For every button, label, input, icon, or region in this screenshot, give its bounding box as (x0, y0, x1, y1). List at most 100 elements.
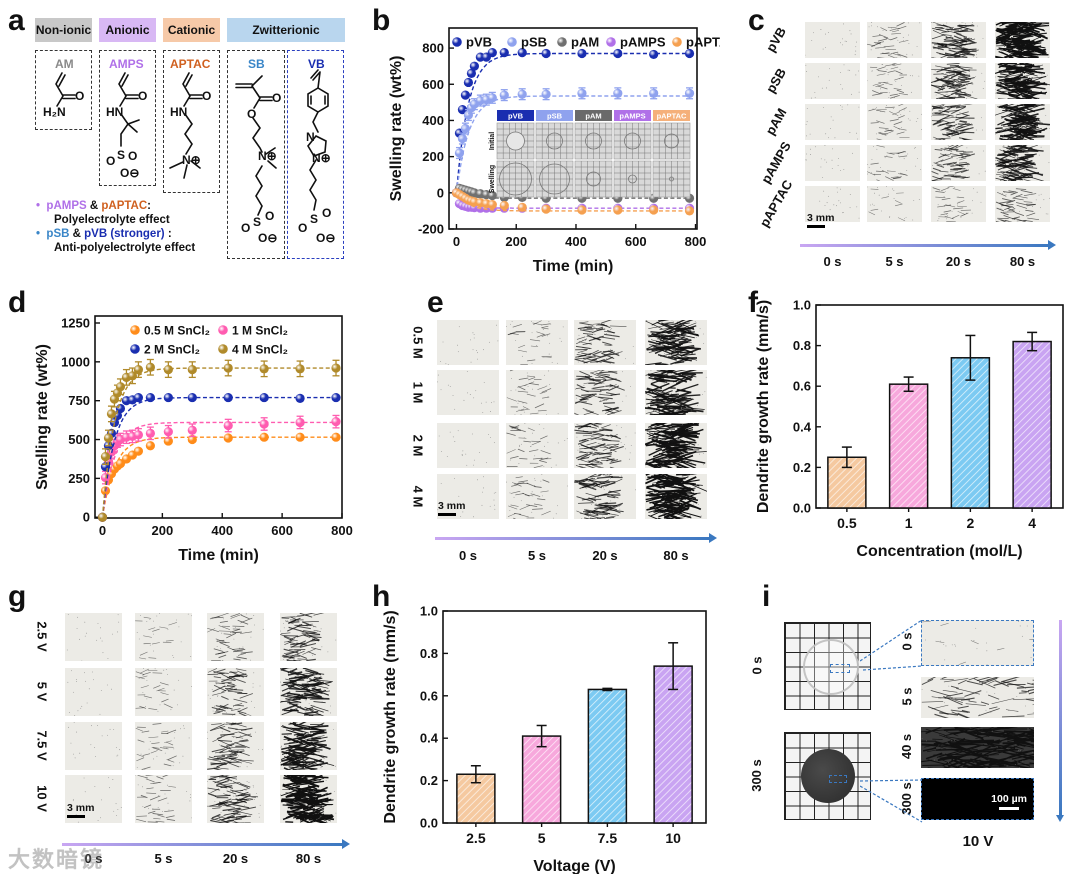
dendrite (896, 22, 905, 27)
row-label-0s: 0 s (749, 656, 765, 675)
dendrite (897, 217, 906, 222)
monomer-name-sb: SB (248, 57, 265, 71)
dendrite (995, 177, 1008, 181)
speck (959, 128, 960, 130)
dendrite (935, 196, 946, 199)
dendrite (1017, 113, 1039, 121)
speck (239, 766, 241, 768)
speck (94, 786, 96, 787)
dendrite (972, 759, 981, 764)
dendrite (956, 66, 973, 69)
speck (945, 94, 947, 96)
dendrite-image (207, 613, 264, 661)
time-arrow (62, 839, 350, 849)
speck (840, 202, 841, 204)
bar-4 (1012, 340, 1052, 509)
speck (312, 689, 314, 691)
speck (1038, 154, 1040, 156)
dendrite (926, 748, 942, 753)
speck (844, 40, 846, 42)
speck (109, 728, 111, 730)
speck (330, 705, 331, 707)
dendrite (157, 814, 165, 818)
dendrite (575, 432, 592, 435)
speck (221, 735, 222, 737)
dendrite (590, 444, 603, 448)
inset-gel (506, 131, 525, 151)
speck (963, 117, 965, 119)
dendrite (280, 762, 292, 766)
speck (657, 465, 658, 467)
dendrite (937, 87, 946, 92)
speck (549, 384, 551, 386)
dendrite (582, 342, 592, 345)
dendrite (298, 805, 311, 810)
speck (676, 334, 678, 336)
dendrite (595, 372, 611, 376)
note-colon: : (164, 228, 172, 240)
dendrite (938, 43, 952, 45)
dendrite (957, 712, 971, 718)
dendrite (989, 706, 998, 710)
speck (294, 799, 296, 801)
dendrite (665, 331, 680, 338)
dendrite-image (867, 63, 922, 99)
speck (237, 757, 239, 758)
speck (1031, 751, 1033, 753)
dendrite (227, 690, 243, 693)
dendrite (221, 676, 236, 683)
speck (982, 88, 984, 89)
dendrite-pattern (868, 104, 922, 140)
dendrite (604, 406, 620, 414)
speck (949, 149, 950, 151)
dendrite (226, 741, 241, 746)
dendrite (517, 400, 528, 404)
dendrite (233, 698, 248, 703)
dendrite (239, 739, 248, 742)
dendrite (937, 205, 946, 208)
dendrite (996, 207, 1004, 212)
speck (881, 64, 883, 65)
dendrite (215, 703, 229, 711)
dendrite (681, 511, 702, 518)
dendrite (961, 709, 970, 713)
dendrite (590, 437, 605, 441)
dendrite (986, 739, 1001, 745)
dendrite (681, 465, 688, 468)
dendrite (652, 391, 674, 398)
dendrite (875, 84, 884, 87)
dendrite (672, 373, 697, 383)
dendrite (895, 70, 903, 75)
dendrite (1016, 110, 1028, 116)
dendrite-pattern (574, 370, 631, 415)
inset-header: pAM (585, 112, 601, 121)
data-point-pVB (466, 68, 477, 79)
dendrite (599, 507, 610, 511)
dendrite-pattern (867, 145, 922, 181)
speck (985, 709, 987, 711)
row-label: 7.5 V (34, 730, 50, 761)
speck (814, 91, 816, 93)
speck (868, 26, 870, 28)
speck (842, 212, 843, 214)
speck (665, 508, 667, 510)
dendrite (589, 474, 598, 478)
dendrite (593, 337, 602, 341)
dendrite (208, 756, 219, 760)
dendrite (515, 493, 524, 496)
dendrite (1009, 137, 1024, 140)
dendrite (213, 755, 225, 758)
dendrite (1019, 145, 1038, 152)
dendrite (979, 763, 992, 768)
dendrite (297, 711, 314, 716)
dendrite (883, 36, 892, 41)
dendrite (931, 105, 945, 110)
speck (513, 496, 515, 498)
dendrite (1025, 127, 1048, 138)
dendrite (165, 741, 174, 746)
speck (470, 361, 472, 363)
speck (1031, 139, 1033, 140)
dendrite (596, 455, 612, 460)
speck (100, 799, 102, 801)
speck (280, 762, 281, 763)
